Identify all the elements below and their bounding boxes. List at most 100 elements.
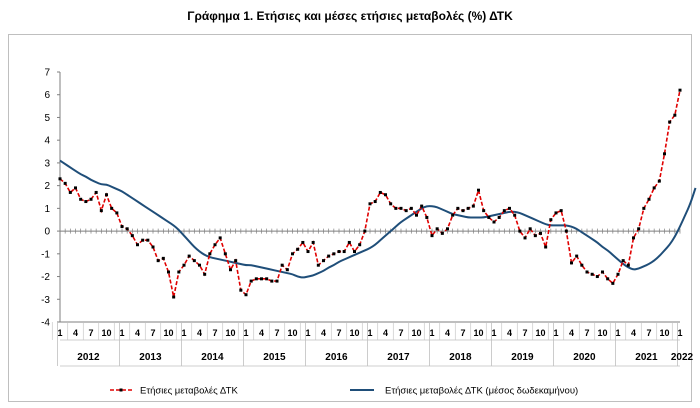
y-tick-label: 0: [44, 227, 50, 238]
annual-change-point: [585, 270, 589, 274]
month-tick-label: 4: [259, 328, 264, 338]
month-tick-label: 4: [445, 328, 450, 338]
annual-change-point: [358, 243, 362, 247]
annual-change-point: [642, 206, 646, 210]
month-tick-label: 10: [597, 328, 607, 338]
annual-change-point: [332, 252, 336, 256]
annual-change-point: [430, 234, 434, 238]
y-tick-label: 6: [44, 90, 50, 101]
annual-change-point: [342, 250, 346, 254]
annual-change-point: [626, 263, 630, 267]
annual-change-point: [539, 231, 542, 235]
annual-change-point: [409, 206, 413, 210]
annual-change-point: [58, 177, 62, 181]
annual-change-point: [63, 181, 67, 185]
annual-change-point: [218, 236, 222, 240]
annual-change-point: [425, 215, 429, 219]
month-tick-label: 10: [225, 328, 235, 338]
month-tick-label: 4: [507, 328, 512, 338]
annual-change-point: [172, 295, 176, 299]
annual-change-point: [316, 263, 320, 267]
annual-change-point: [570, 261, 573, 265]
annual-change-point: [306, 250, 310, 254]
y-tick-label: -1: [41, 249, 50, 260]
annual-change-point: [68, 190, 72, 194]
annual-change-point: [229, 268, 232, 272]
y-tick-label: 2: [44, 181, 50, 192]
annual-change-point: [595, 275, 599, 279]
y-tick-label: 3: [44, 158, 50, 169]
annual-change-point: [415, 213, 418, 217]
annual-change-point: [508, 206, 511, 210]
annual-change-point: [296, 247, 300, 251]
annual-change-point: [270, 279, 274, 283]
annual-change-point: [616, 272, 620, 276]
month-tick-label: 7: [460, 328, 465, 338]
annual-change-point: [652, 186, 656, 190]
annual-change-point: [353, 250, 356, 254]
annual-change-point: [105, 193, 108, 197]
series-12m-average-line: [59, 159, 697, 279]
annual-change-point: [554, 211, 558, 215]
annual-change-point: [187, 254, 191, 258]
month-tick-label: 10: [287, 328, 297, 338]
annual-change-point: [368, 202, 372, 206]
annual-change-point: [192, 259, 196, 263]
y-tick-label: 7: [44, 68, 50, 79]
annual-change-point: [254, 277, 258, 281]
annual-change-point: [130, 234, 134, 238]
month-tick-label: 1: [429, 328, 434, 338]
annual-change-point: [606, 277, 610, 281]
month-tick-label: 4: [631, 328, 636, 338]
y-tick-label: 4: [44, 136, 50, 147]
month-tick-label: 4: [135, 328, 140, 338]
annual-change-point: [327, 254, 331, 258]
annual-change-point: [208, 252, 212, 256]
annual-change-point: [363, 229, 367, 233]
annual-change-point: [518, 229, 522, 233]
annual-change-point: [637, 227, 641, 231]
annual-change-point: [456, 206, 460, 210]
annual-change-point: [446, 227, 449, 231]
year-label: 2012: [77, 352, 100, 363]
annual-change-point: [647, 197, 651, 201]
annual-change-point: [234, 259, 238, 263]
month-tick-label: 1: [553, 328, 558, 338]
annual-change-point: [549, 218, 553, 222]
annual-change-point: [477, 188, 480, 192]
series-layer: [58, 88, 697, 299]
annual-change-point: [575, 254, 579, 258]
annual-change-point: [74, 186, 77, 190]
annual-change-point: [120, 225, 124, 229]
month-tick-label: 1: [491, 328, 496, 338]
year-label: 2013: [139, 352, 162, 363]
month-tick-label: 4: [569, 328, 574, 338]
annual-change-point: [373, 200, 377, 204]
annual-change-point: [203, 272, 207, 276]
month-tick-label: 1: [119, 328, 124, 338]
year-label: 2017: [387, 352, 410, 363]
annual-change-point: [280, 263, 284, 267]
annual-change-point: [161, 256, 165, 260]
annual-change-point: [84, 200, 88, 204]
annual-change-point: [673, 113, 677, 117]
annual-change-point: [182, 263, 186, 267]
annual-change-point: [265, 277, 269, 281]
legend-layer: Ετήσιες μεταβολές ΔΤΚ Ετήσιες μεταβολές Δ…: [110, 386, 578, 397]
annual-change-point: [167, 270, 170, 274]
month-tick-label: 4: [73, 328, 78, 338]
annual-change-point: [559, 209, 563, 213]
annual-change-point: [239, 288, 243, 292]
year-label: 2021: [635, 352, 658, 363]
legend-label-average: Ετήσιες μεταβολές ΔΤΚ (μέσος δωδεκαμήνου…: [385, 386, 578, 397]
annual-change-point: [466, 206, 470, 210]
annual-change-point: [420, 204, 424, 208]
month-tick-label: 10: [411, 328, 421, 338]
y-tick-label: -3: [41, 295, 50, 306]
month-tick-label: 7: [88, 328, 93, 338]
y-tick-label: 5: [44, 113, 50, 124]
annual-change-point: [177, 270, 181, 274]
month-tick-label: 7: [646, 328, 651, 338]
year-label: 2022: [671, 352, 694, 363]
